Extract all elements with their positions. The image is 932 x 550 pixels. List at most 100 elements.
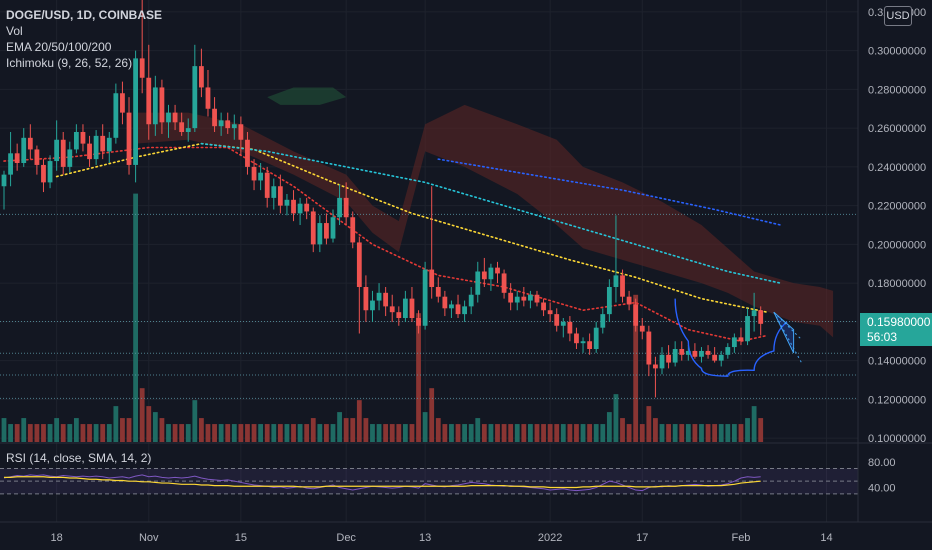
candle-body (620, 275, 625, 297)
volume-bar (172, 424, 178, 442)
candle-body (560, 321, 566, 326)
candle-body (284, 199, 290, 206)
volume-bar (462, 424, 467, 442)
candle-body (291, 199, 296, 214)
candle-body (600, 314, 606, 328)
rsi-legend[interactable]: RSI (14, close, SMA, 14, 2) (6, 451, 152, 465)
candle-body (179, 122, 185, 132)
candle-body (422, 269, 428, 326)
volume-bar (264, 424, 270, 442)
volume-bar (376, 424, 382, 442)
volume-bar (317, 424, 323, 442)
volume-bar (370, 424, 375, 442)
time-axis-label: 14 (820, 532, 832, 544)
volume-bar (396, 424, 402, 442)
volume-bar (508, 424, 514, 442)
volume-bar (14, 424, 20, 442)
candle-body (159, 87, 165, 123)
candle-body (541, 302, 546, 311)
candle-body (139, 58, 145, 78)
candle-body (481, 271, 487, 280)
volume-bar (238, 424, 244, 442)
volume-bar (475, 418, 481, 442)
volume-bar (541, 424, 546, 442)
volume-bar (534, 424, 540, 442)
candle-body (126, 112, 132, 165)
volume-bar (87, 424, 92, 442)
cloud-bearish (135, 104, 834, 338)
ema200-line (437, 158, 782, 226)
volume-bar (646, 406, 652, 442)
volume-bar (429, 388, 435, 442)
volume-bar (310, 418, 316, 442)
volume-bar (139, 388, 145, 442)
price-axis-label: 0.28000000 (868, 84, 926, 96)
candle-body (330, 217, 336, 239)
candle-body (41, 164, 46, 183)
candle-body (402, 298, 408, 318)
volume-bar (488, 424, 494, 442)
volume-bar (613, 394, 619, 442)
candle-body (231, 124, 237, 129)
volume-bar (41, 424, 46, 442)
candle-body (758, 310, 764, 324)
volume-bar (685, 424, 691, 442)
last-price-tag: 0.15980000 56:03 (860, 313, 932, 346)
candle-body (429, 269, 435, 287)
candle-body (699, 350, 704, 357)
volume-bar (620, 418, 625, 442)
candle-body (534, 294, 540, 303)
legend-ichimoku[interactable]: Ichimoku (9, 26, 52, 26) (6, 56, 133, 70)
candle-body (225, 120, 231, 129)
candle-body (692, 350, 698, 357)
candle-body (442, 296, 448, 309)
candle-body (60, 139, 66, 167)
volume-bar (639, 424, 645, 442)
volume-bar (416, 313, 421, 442)
legend-vol[interactable]: Vol (6, 24, 23, 38)
symbol-title[interactable]: DOGE/USD, 1D, COINBASE (6, 8, 163, 22)
projection-line-up (773, 311, 802, 340)
candle-body (106, 137, 112, 152)
volume-bar (567, 424, 573, 442)
volume-bar (80, 424, 86, 442)
volume-bar (271, 424, 277, 442)
currency-button[interactable]: USD (884, 6, 912, 26)
candles (1, 0, 764, 398)
legend-ema[interactable]: EMA 20/50/100/200 (6, 40, 112, 54)
volume-bar (179, 424, 185, 442)
volume-bar (356, 400, 362, 442)
volume-bar (166, 424, 171, 442)
volume-bar (672, 424, 678, 442)
volume-bar (106, 424, 112, 442)
ema-lines (3, 142, 782, 343)
volume-bar (1, 418, 7, 442)
volume-bar (712, 424, 718, 442)
projection-triangle (773, 311, 795, 354)
volume-bar (574, 424, 579, 442)
candle-body (317, 223, 323, 245)
candle-body (166, 112, 171, 123)
volume-bar (343, 418, 349, 442)
candle-body (120, 93, 125, 113)
candle-body (488, 267, 494, 280)
candle-body (337, 197, 342, 218)
candle-body (626, 296, 632, 305)
rsi-line (3, 474, 761, 492)
volume-bar (692, 424, 698, 442)
volume-bar (120, 418, 125, 442)
volume-bar (521, 424, 527, 442)
candle-body (514, 296, 520, 303)
pattern-drawings[interactable] (674, 298, 803, 377)
candle-body (370, 300, 375, 311)
volume-bar (47, 424, 53, 442)
volume-bar (363, 418, 369, 442)
volume-bar (231, 424, 237, 442)
candle-body (416, 318, 421, 326)
candle-body (1, 174, 7, 187)
candle-body (705, 350, 711, 355)
volume-bar (330, 424, 336, 442)
volume-bar (389, 424, 395, 442)
candle-body (567, 321, 573, 334)
